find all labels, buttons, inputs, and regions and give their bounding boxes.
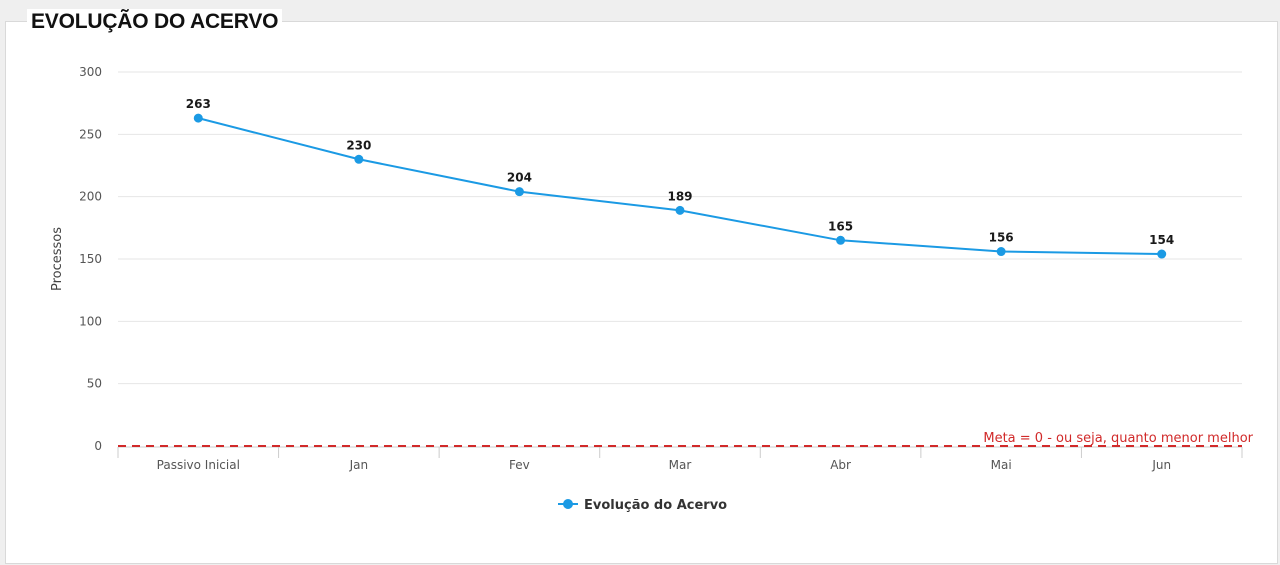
data-labels: 263 230 204 189 165 156 154: [186, 97, 1174, 247]
y-tick-label: 100: [79, 314, 102, 328]
data-label: 154: [1149, 233, 1174, 247]
target-line: Meta = 0 - ou seja, quanto menor melhor: [118, 431, 1254, 447]
legend-label[interactable]: Evolução do Acervo: [584, 498, 727, 513]
x-axis: Passivo Inicial Jan Fev Mar Abr Mai Jun: [117, 446, 1243, 472]
data-label: 263: [186, 97, 211, 111]
legend-marker: [563, 499, 573, 509]
x-tick-label: Abr: [830, 458, 851, 472]
x-tick-label: Fev: [509, 458, 530, 472]
y-tick-label: 0: [94, 439, 102, 453]
data-point[interactable]: [514, 187, 524, 197]
data-label: 156: [989, 231, 1014, 245]
y-tick-label: 50: [87, 377, 102, 391]
target-line-label: Meta = 0 - ou seja, quanto menor melhor: [983, 431, 1253, 446]
series-line: [198, 117, 1162, 256]
data-label: 189: [667, 189, 692, 203]
data-point[interactable]: [996, 247, 1006, 257]
grid-lines: [118, 71, 1242, 385]
x-tick-label: Mai: [991, 458, 1012, 472]
chart-panel: [5, 21, 1278, 564]
y-axis-title: Processos: [50, 227, 65, 291]
x-tick-label: Jan: [349, 458, 369, 472]
data-point[interactable]: [354, 154, 364, 164]
y-tick-label: 300: [79, 65, 102, 79]
x-tick-label: Jun: [1151, 458, 1171, 472]
data-label: 165: [828, 219, 853, 233]
data-point[interactable]: [1157, 249, 1167, 259]
x-tick-label: Mar: [669, 458, 692, 472]
y-tick-label: 200: [79, 190, 102, 204]
data-label: 204: [507, 171, 532, 185]
series: [193, 113, 1167, 259]
legend[interactable]: Evolução do Acervo: [558, 498, 727, 513]
data-point[interactable]: [675, 205, 685, 215]
data-point[interactable]: [836, 235, 846, 245]
y-axis-ticks: 0 50 100 150 200 250 300: [79, 65, 102, 453]
y-tick-label: 150: [79, 252, 102, 266]
x-tick-label: Passivo Inicial: [157, 458, 240, 472]
chart-title: EVOLUÇÃO DO ACERVO: [27, 9, 283, 35]
data-point[interactable]: [193, 113, 203, 123]
data-label: 230: [346, 138, 371, 152]
y-tick-label: 250: [79, 127, 102, 141]
